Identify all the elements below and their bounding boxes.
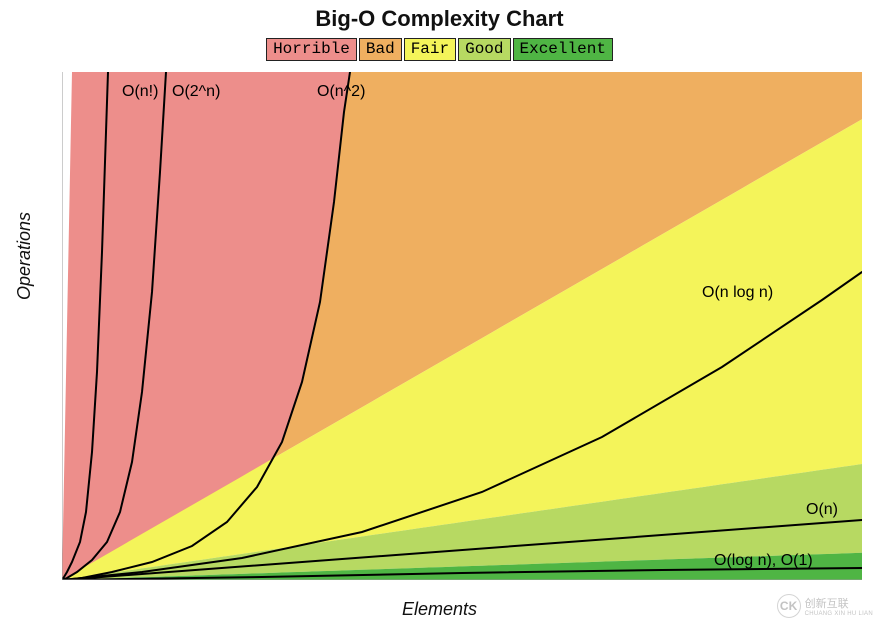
legend-item-good: Good xyxy=(458,38,510,61)
curve-label-n: O(n) xyxy=(806,501,838,518)
chart-plot-area: O(n!) O(2^n) O(n^2) O(n log n) O(n) O(log n),… xyxy=(62,72,862,580)
curve-label-factorial: O(n!) xyxy=(122,83,158,100)
legend: HorribleBadFairGoodExcellent xyxy=(0,38,879,61)
legend-item-horrible: Horrible xyxy=(266,38,357,61)
curve-label-n2: O(n^2) xyxy=(317,83,365,100)
watermark-logo: CK xyxy=(777,594,801,618)
y-axis-label: Operations xyxy=(14,212,35,300)
legend-item-excellent: Excellent xyxy=(513,38,613,61)
curve-label-exp: O(2^n) xyxy=(172,83,220,100)
legend-item-bad: Bad xyxy=(359,38,402,61)
watermark: CK 创新互联 CHUANG XIN HU LIAN xyxy=(777,594,873,618)
chart-title: Big-O Complexity Chart xyxy=(0,6,879,32)
x-axis-label: Elements xyxy=(0,599,879,620)
watermark-text: 创新互联 CHUANG XIN HU LIAN xyxy=(805,595,873,617)
chart-svg: O(n!) O(2^n) O(n^2) O(n log n) O(n) O(log n),… xyxy=(62,72,862,580)
curve-label-logn_1: O(log n), O(1) xyxy=(714,552,813,569)
curve-label-nlogn: O(n log n) xyxy=(702,284,773,301)
legend-item-fair: Fair xyxy=(404,38,456,61)
